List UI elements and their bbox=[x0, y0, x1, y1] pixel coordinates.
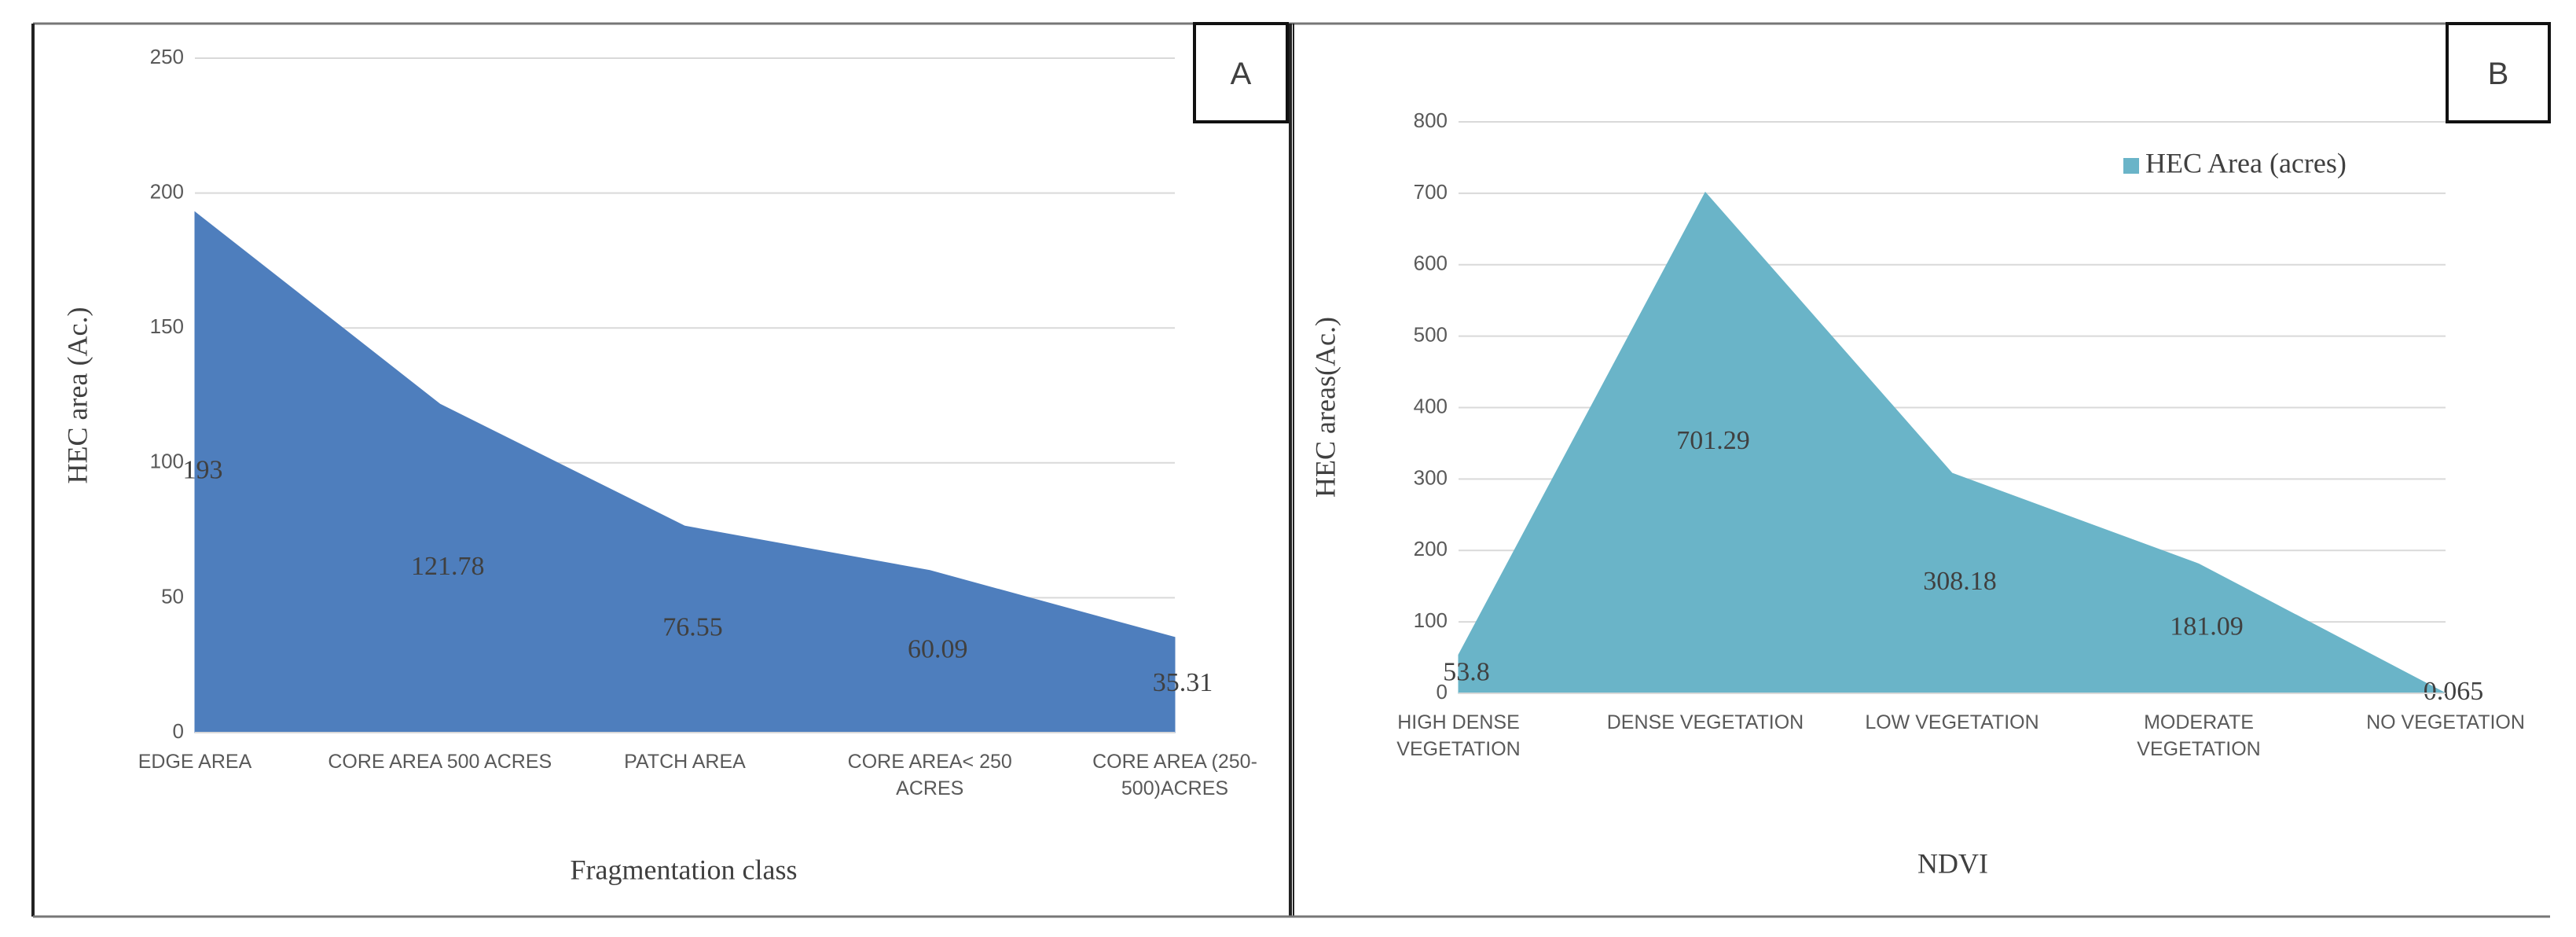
y-tick-label: 100 bbox=[1414, 608, 1448, 632]
y-axis-title: HEC areas(Ac.) bbox=[1309, 317, 1341, 498]
y-tick-label: 400 bbox=[1414, 394, 1448, 417]
value-label: 701.29 bbox=[1676, 426, 1750, 455]
y-tick-label: 250 bbox=[150, 45, 184, 68]
value-label: 0.065 bbox=[2424, 677, 2484, 706]
x-tick-label-box: CORE AREA 500 ACRES bbox=[328, 751, 552, 773]
x-tick-label: CORE AREA (250-500)ACRES bbox=[1092, 751, 1257, 799]
value-label: 53.8 bbox=[1443, 657, 1490, 686]
y-axis-title: HEC area (Ac.) bbox=[61, 307, 93, 484]
x-tick-label: PATCH AREA bbox=[624, 751, 746, 773]
y-tick-label: 100 bbox=[150, 450, 184, 473]
x-tick-label-box: LOW VEGETATION bbox=[1865, 711, 2039, 733]
x-tick-label: LOW VEGETATION bbox=[1865, 711, 2039, 733]
x-tick-label-box: CORE AREA< 250 ACRES bbox=[847, 751, 1012, 799]
x-axis-title: Fragmentation class bbox=[571, 854, 798, 885]
panel-label: A bbox=[1231, 57, 1252, 91]
value-label: 308.18 bbox=[1923, 567, 1997, 596]
x-tick-label: NO VEGETATION bbox=[2366, 711, 2525, 733]
y-tick-label: 300 bbox=[1414, 465, 1448, 489]
x-tick-label-box: HIGH DENSE VEGETATION bbox=[1396, 711, 1521, 760]
x-tick-label-box: NO VEGETATION bbox=[2366, 711, 2525, 733]
x-tick-label-box: MODERATE VEGETATION bbox=[2137, 711, 2261, 760]
y-tick-label: 200 bbox=[150, 179, 184, 203]
x-tick-label-box: CORE AREA (250-500)ACRES bbox=[1092, 751, 1257, 799]
y-tick-label: 200 bbox=[1414, 537, 1448, 560]
x-tick-label: HIGH DENSE VEGETATION bbox=[1396, 711, 1521, 760]
x-tick-label: CORE AREA< 250 ACRES bbox=[847, 751, 1012, 799]
x-tick-label-box: PATCH AREA bbox=[624, 751, 746, 773]
x-tick-label: MODERATE VEGETATION bbox=[2137, 711, 2261, 760]
panel-label: B bbox=[2488, 57, 2509, 91]
legend-swatch bbox=[2123, 158, 2139, 174]
area bbox=[194, 211, 1176, 733]
y-tick-label: 600 bbox=[1414, 252, 1448, 275]
x-tick-label-box: EDGE AREA bbox=[138, 751, 252, 773]
y-tick-label: 500 bbox=[1414, 323, 1448, 347]
y-tick-label: 150 bbox=[150, 314, 184, 338]
value-label: 60.09 bbox=[908, 635, 968, 664]
y-tick-label: 700 bbox=[1414, 180, 1448, 204]
y-tick-label: 0 bbox=[173, 719, 184, 743]
panel-label-box bbox=[2446, 22, 2551, 123]
value-label: 193 bbox=[183, 456, 223, 485]
panel-label-box bbox=[1193, 22, 1289, 123]
x-axis-title: NDVI bbox=[1917, 847, 1988, 879]
x-tick-label: DENSE VEGETATION bbox=[1606, 711, 1804, 733]
value-label: 121.78 bbox=[411, 552, 485, 581]
x-tick-label: CORE AREA 500 ACRES bbox=[328, 751, 552, 773]
value-label: 76.55 bbox=[662, 612, 723, 641]
y-tick-label: 50 bbox=[161, 584, 184, 608]
legend-label: HEC Area (acres) bbox=[2145, 147, 2347, 178]
value-label: 35.31 bbox=[1153, 668, 1213, 697]
y-tick-label: 0 bbox=[1437, 680, 1448, 704]
value-label: 181.09 bbox=[2170, 612, 2244, 641]
x-tick-label: EDGE AREA bbox=[138, 751, 252, 773]
y-tick-label: 800 bbox=[1414, 108, 1448, 132]
x-tick-label-box: DENSE VEGETATION bbox=[1606, 711, 1804, 733]
